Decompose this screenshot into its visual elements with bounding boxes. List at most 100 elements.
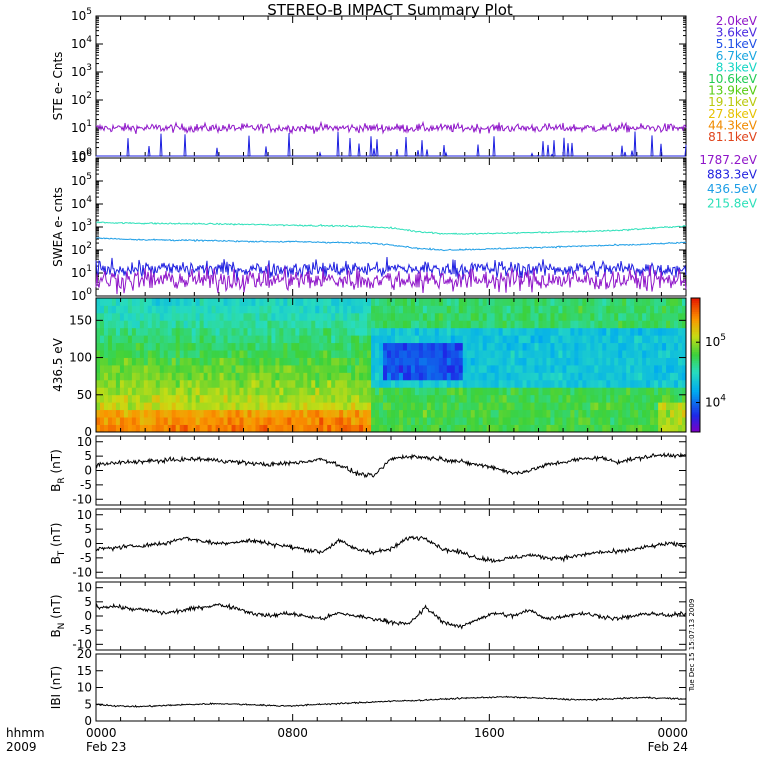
x-tick-time: 0800 [277, 726, 308, 740]
heatmap-cell [243, 417, 248, 425]
heatmap-cell [267, 387, 272, 396]
heatmap-cell [275, 424, 280, 433]
heatmap-cell [147, 402, 153, 411]
heatmap-cell [231, 350, 236, 358]
heatmap-cell [406, 394, 412, 403]
heatmap-cell [426, 350, 432, 358]
heatmap-cell [103, 372, 109, 381]
legend-entry: 81.1keV [708, 130, 758, 144]
heatmap-cell [542, 402, 547, 411]
heatmap-cell [359, 394, 364, 403]
heatmap-cell [347, 409, 352, 418]
ylabel-unit: (nT) [49, 666, 63, 694]
heatmap-cell [454, 357, 460, 366]
heatmap-cell [418, 387, 424, 396]
heatmap-cell [394, 342, 400, 351]
colorbar-frame [690, 297, 701, 433]
heatmap-cell [626, 387, 631, 396]
heatmap-cell [470, 312, 476, 321]
heatmap-cell [406, 402, 412, 411]
heatmap-cell [351, 387, 356, 396]
heatmap-cell [163, 357, 169, 366]
heatmap-cell [219, 320, 224, 329]
heatmap-cell [139, 409, 145, 418]
heatmap-cell [307, 298, 312, 306]
colorbar-step [691, 329, 700, 332]
heatmap-cell [498, 320, 504, 329]
heatmap-cell [574, 335, 579, 344]
heatmap-cell [287, 409, 292, 418]
colorbar-step [691, 382, 700, 386]
heatmap-cell [159, 365, 165, 373]
heatmap-cell [454, 305, 460, 314]
ylabel-main: IBI [49, 694, 63, 709]
heatmap-cell [231, 387, 236, 396]
heatmap-cell [155, 387, 161, 396]
heatmap-cell [387, 417, 392, 425]
heatmap-cell [283, 394, 288, 403]
heatmap-cell [670, 409, 675, 418]
heatmap-cell [379, 402, 384, 411]
heatmap-cell [662, 298, 667, 306]
y-tick-base: 10 [71, 220, 86, 234]
heatmap-cell [315, 305, 320, 314]
heatmap-cell [418, 372, 424, 381]
heatmap-cell [235, 365, 240, 373]
heatmap-cell [351, 335, 356, 344]
heatmap-cell [494, 365, 500, 373]
heatmap-cell [351, 350, 356, 358]
heatmap-cell [367, 387, 372, 396]
heatmap-cell [578, 417, 583, 425]
heatmap-cell [167, 342, 173, 351]
y-tick-label: 105 [71, 7, 92, 23]
heatmap-cell [638, 394, 643, 403]
heatmap-cell [355, 298, 360, 306]
heatmap-cell [550, 394, 555, 403]
heatmap-cell [478, 417, 484, 425]
heatmap-cell [219, 387, 224, 396]
heatmap-cell [135, 320, 141, 329]
heatmap-cell [187, 365, 193, 373]
heatmap-cell [183, 342, 189, 351]
heatmap-cell [175, 305, 181, 314]
heatmap-cell [351, 312, 356, 321]
heatmap-cell [331, 312, 336, 321]
heatmap-cell [550, 365, 555, 373]
heatmap-cell [494, 305, 500, 314]
heatmap-cell [207, 402, 213, 411]
heatmap-cell [211, 365, 216, 373]
heatmap-cell [598, 394, 603, 403]
heatmap-cell [630, 424, 635, 433]
heatmap-cell [490, 394, 496, 403]
heatmap-cell [430, 312, 436, 321]
heatmap-cell [179, 402, 185, 411]
heatmap-cell [299, 305, 304, 314]
heatmap-cell [215, 335, 220, 344]
heatmap-cell [490, 365, 496, 373]
heatmap-cell [666, 409, 671, 418]
heatmap-cell [554, 320, 559, 329]
heatmap-cell [606, 327, 611, 336]
heatmap-cell [450, 320, 456, 329]
heatmap-cell [363, 320, 368, 329]
heatmap-cell [410, 335, 416, 344]
heatmap-cell [343, 335, 348, 344]
heatmap-cell [650, 335, 655, 344]
heatmap-cell [462, 312, 468, 321]
heatmap-cell [283, 298, 288, 306]
heatmap-cell [554, 335, 559, 344]
heatmap-cell [482, 350, 488, 358]
heatmap-cell [418, 320, 424, 329]
ylabel-sub: R [57, 477, 67, 483]
heatmap-cell [598, 320, 603, 329]
heatmap-cell [630, 394, 635, 403]
heatmap-cell [478, 379, 484, 388]
heatmap-cell [119, 298, 125, 306]
heatmap-cell [331, 305, 336, 314]
heatmap-cell [478, 350, 484, 358]
heatmap-cell [406, 320, 412, 329]
heatmap-cell [227, 379, 232, 388]
heatmap-cell [450, 357, 456, 366]
heatmap-cell [119, 312, 125, 321]
heatmap-cell [96, 387, 101, 396]
